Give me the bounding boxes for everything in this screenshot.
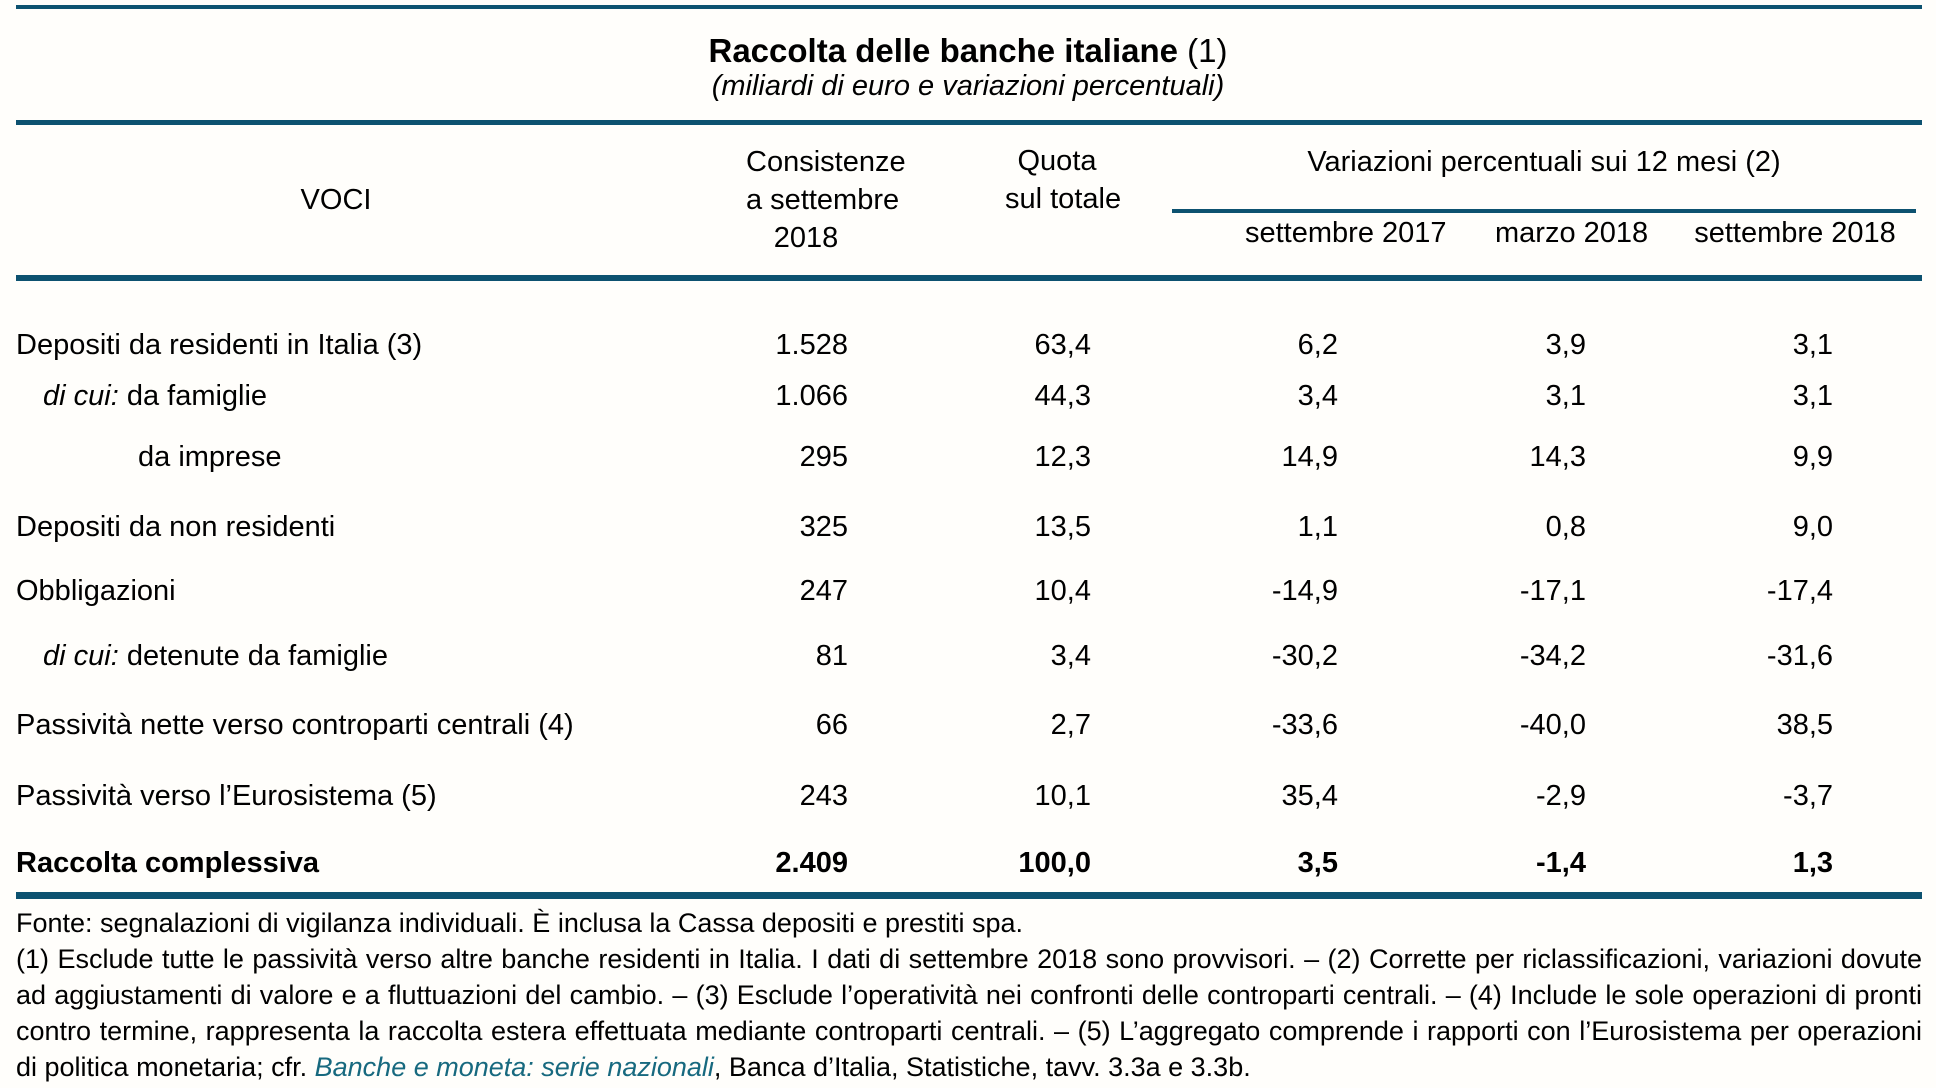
row-value: 38,5 xyxy=(1776,709,1834,741)
di-cui-prefix: di cui: xyxy=(43,380,119,412)
row-value: 100,0 xyxy=(1018,846,1091,879)
di-cui-prefix: di cui: xyxy=(43,640,119,672)
page-title: Raccolta delle banche italiane (1) xyxy=(0,32,1936,69)
table-row: Depositi da non residenti 325 13,5 1,1 0… xyxy=(16,486,1922,556)
row-value: 243 xyxy=(799,780,848,812)
table-row: di cui: detenute da famiglie 81 3,4 -30,… xyxy=(16,620,1922,685)
quota-line-1: Quota xyxy=(1017,145,1097,177)
table-row: Depositi da residenti in Italia (3) 1.52… xyxy=(16,278,1922,374)
top-rule xyxy=(16,5,1922,9)
row-value: 13,5 xyxy=(1034,511,1091,543)
table-row: di cui: da famiglie 1.066 44,3 3,4 3,1 3… xyxy=(16,374,1922,425)
table-row-total: Raccolta complessiva 2.409 100,0 3,5 -1,… xyxy=(16,825,1922,895)
page-subtitle: (miliardi di euro e variazioni percentua… xyxy=(711,70,1225,102)
row-label-text: da famiglie xyxy=(118,380,268,412)
row-value: 10,4 xyxy=(1034,575,1091,607)
row-value: 9,0 xyxy=(1792,511,1834,543)
row-value: 3,9 xyxy=(1545,329,1586,361)
consistenze-line-3: 2018 xyxy=(773,222,839,254)
title-note-ref: (1) xyxy=(1178,32,1228,69)
group-header-rule xyxy=(1172,209,1917,213)
row-label: di cui: da famiglie xyxy=(16,374,656,425)
row-label: Passività nette verso controparti centra… xyxy=(16,709,574,741)
row-label: Depositi da residenti in Italia (3) xyxy=(16,329,423,361)
row-value: 6,2 xyxy=(1297,329,1338,361)
table-row: Obbligazioni 247 10,4 -14,9 -17,1 -17,4 xyxy=(16,556,1922,620)
row-value: 3,1 xyxy=(1792,329,1834,361)
row-value: 1.528 xyxy=(775,329,848,361)
row-label: di cui: detenute da famiglie xyxy=(16,620,656,685)
title-divider-rule xyxy=(16,120,1922,125)
column-header-quota: Quota sul totale xyxy=(866,125,1122,281)
row-label: da imprese xyxy=(138,441,282,473)
quota-line-2: sul totale xyxy=(1005,183,1122,215)
row-value: 3,1 xyxy=(1792,380,1834,412)
row-value: 9,9 xyxy=(1792,441,1834,473)
row-value: 1.066 xyxy=(775,380,848,412)
title-main: Raccolta delle banche italiane xyxy=(708,32,1178,69)
row-value: 325 xyxy=(799,511,848,543)
row-label: Raccolta complessiva xyxy=(16,846,320,879)
row-value: 3,5 xyxy=(1297,846,1338,879)
row-value: -34,2 xyxy=(1519,640,1586,672)
title-block: Raccolta delle banche italiane (1) (mili… xyxy=(0,32,1936,103)
table-row: Passività nette verso controparti centra… xyxy=(16,685,1922,754)
row-value: -3,7 xyxy=(1783,780,1834,812)
raccolta-table: VOCI Consistenze a settembre 2018 Quota … xyxy=(16,125,1923,899)
row-label-text: detenute da famiglie xyxy=(118,640,389,672)
row-value: -31,6 xyxy=(1766,640,1834,672)
table-header: VOCI Consistenze a settembre 2018 Quota … xyxy=(16,125,1923,281)
row-value: 1,1 xyxy=(1297,511,1338,543)
column-header-consistenze: Consistenze a settembre 2018 xyxy=(656,125,906,281)
row-value: 81 xyxy=(815,640,848,672)
row-value: 3,4 xyxy=(1297,380,1338,412)
row-value: 295 xyxy=(799,441,848,473)
table-row: Passività verso l’Eurosistema (5) 243 10… xyxy=(16,754,1922,825)
row-value: 14,9 xyxy=(1281,441,1338,473)
row-value: -2,9 xyxy=(1536,780,1586,812)
consistenze-line-2: a settembre xyxy=(746,184,900,216)
column-header-settembre-2017: settembre 2017 xyxy=(1109,213,1447,281)
row-label: Obbligazioni xyxy=(16,575,176,607)
consistenze-line-1: Consistenze xyxy=(746,146,906,178)
row-value: 247 xyxy=(799,575,848,607)
row-value: 0,8 xyxy=(1545,511,1586,543)
table-row: da imprese 295 12,3 14,9 14,3 9,9 xyxy=(16,425,1922,486)
row-value: 35,4 xyxy=(1281,780,1338,812)
row-value: -1,4 xyxy=(1536,846,1586,879)
column-header-marzo-2018: marzo 2018 xyxy=(1345,213,1648,281)
row-value: 63,4 xyxy=(1034,329,1091,361)
row-value: 14,3 xyxy=(1529,441,1586,473)
notes-paragraph: (1) Esclude tutte le passività verso alt… xyxy=(16,941,1922,1085)
row-value: 66 xyxy=(815,709,848,741)
row-value: -17,1 xyxy=(1519,575,1586,607)
group-header-variazioni: Variazioni percentuali sui 12 mesi (2) xyxy=(1109,125,1922,213)
row-value: 12,3 xyxy=(1034,441,1091,473)
row-value: 3,4 xyxy=(1050,640,1091,672)
row-value: -40,0 xyxy=(1519,709,1586,741)
row-value: -14,9 xyxy=(1271,575,1338,607)
row-value: 10,1 xyxy=(1034,780,1091,812)
row-value: -33,6 xyxy=(1271,709,1338,741)
row-value: 2,7 xyxy=(1050,709,1091,741)
banche-e-moneta-link[interactable]: Banche e moneta: serie nazionali xyxy=(314,1051,714,1082)
source-line: Fonte: segnalazioni di vigilanza individ… xyxy=(16,907,1024,938)
row-value: 1,3 xyxy=(1792,846,1834,879)
table-body: Depositi da residenti in Italia (3) 1.52… xyxy=(16,278,1922,895)
table-footnotes: Fonte: segnalazioni di vigilanza individ… xyxy=(16,905,1922,1085)
column-header-voci: VOCI xyxy=(16,125,656,281)
group-header-label: Variazioni percentuali sui 12 mesi (2) xyxy=(1307,145,1781,178)
notes-text-before-link: (1) Esclude tutte le passività verso alt… xyxy=(16,943,1922,1082)
notes-text-after-link: , Banca d’Italia, Statistiche, tavv. 3.3… xyxy=(713,1051,1251,1082)
row-value: 3,1 xyxy=(1545,380,1586,412)
row-label: Passività verso l’Eurosistema (5) xyxy=(16,780,437,812)
row-value: -30,2 xyxy=(1271,640,1338,672)
row-value: 2.409 xyxy=(775,846,848,879)
row-label: Depositi da non residenti xyxy=(16,511,336,543)
row-value: 44,3 xyxy=(1034,380,1091,412)
row-value: -17,4 xyxy=(1766,575,1834,607)
column-header-settembre-2018: settembre 2018 xyxy=(1593,213,1923,281)
